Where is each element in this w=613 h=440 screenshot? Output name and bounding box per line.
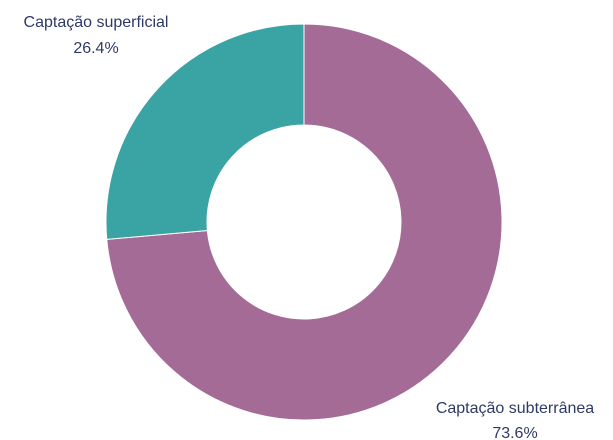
slice-label-captacao-superficial: Captação superficial bbox=[24, 14, 169, 31]
slice-label-captacao-subterranea: Captação subterrânea bbox=[436, 400, 594, 417]
slice-captacao-superficial bbox=[105, 23, 305, 240]
slice-value-captacao-superficial: 26.4% bbox=[73, 40, 118, 57]
slice-captacao-subterranea bbox=[106, 23, 503, 421]
donut-slices bbox=[105, 23, 503, 421]
slice-value-captacao-subterranea: 73.6% bbox=[492, 425, 537, 440]
